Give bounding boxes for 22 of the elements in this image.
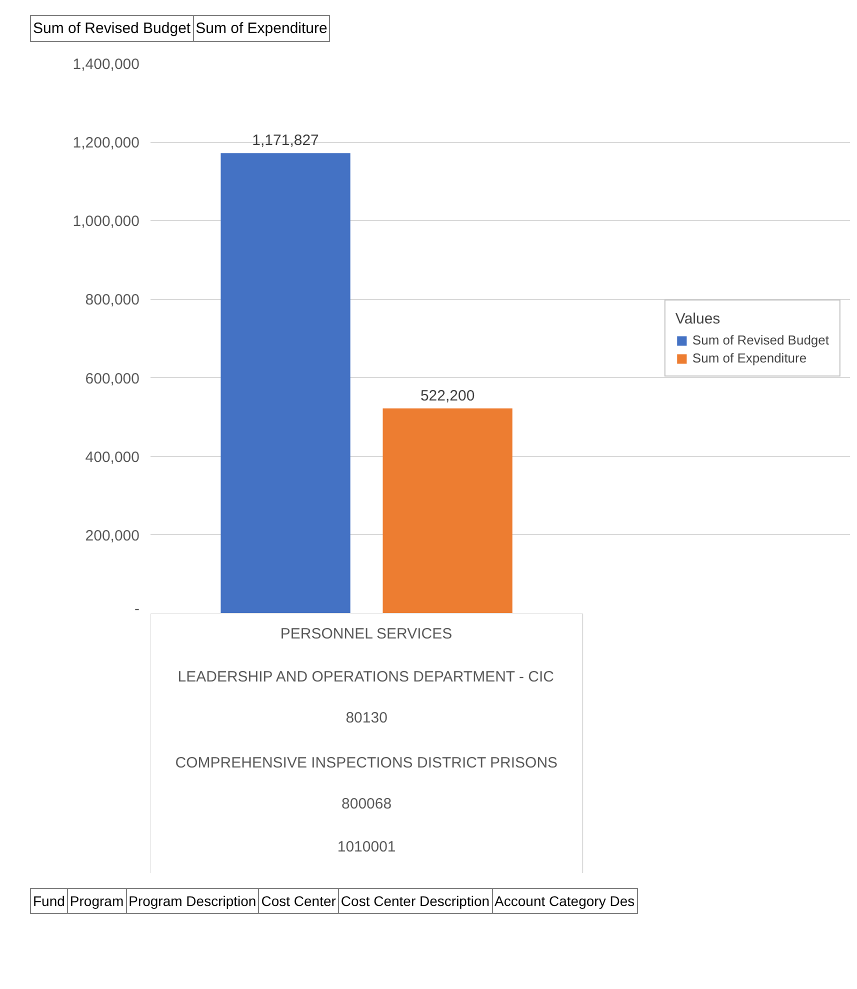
- text: Sum of Revised Budget: [30, 15, 194, 42]
- text: Program: [66, 888, 127, 914]
- text: Account Category Des: [492, 888, 638, 914]
- y-tick-label: 1,000,000: [72, 214, 140, 231]
- text: Fund: [30, 888, 68, 914]
- y-tick-label: 800,000: [85, 292, 140, 310]
- legend-label: Sum of Expenditure: [692, 350, 807, 366]
- y-tick-label: 1,400,000: [72, 56, 140, 74]
- data-label: 522,200: [420, 388, 475, 405]
- text: Cost Center Description: [338, 888, 493, 914]
- legend-title: Values: [675, 310, 722, 328]
- data-label: 1,171,827: [252, 132, 319, 150]
- y-tick-label: 200,000: [85, 528, 140, 545]
- category-label: PERSONNEL SERVICES LEADERSHIP AND OPERATIONS DEPARTMENT - CIC 80130 COMPREHENSIVE INSPECTIONS DISTRICT PRISONS 800068 1010001: [175, 626, 558, 856]
- y-tick-label: 600,000: [85, 370, 140, 388]
- text: Sum of Expenditure: [192, 15, 330, 42]
- text: Cost Center: [258, 888, 339, 914]
- text: Program Description: [126, 888, 260, 914]
- y-tick-label: 400,000: [85, 449, 140, 466]
- y-tick-label: 1,200,000: [72, 134, 140, 152]
- legend-label: Sum of Revised Budget: [692, 332, 829, 348]
- y-tick-label: -: [134, 600, 140, 618]
